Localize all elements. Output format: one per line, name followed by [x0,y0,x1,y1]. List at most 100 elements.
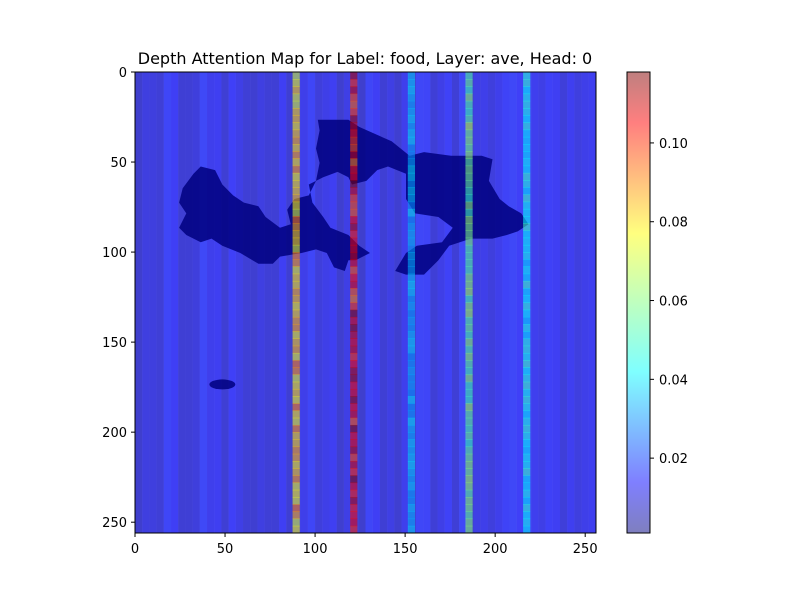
attention-cell [523,345,531,354]
attention-cell [350,100,358,109]
heatmap-cell [300,72,308,533]
attention-cell [350,338,358,347]
attention-cell [523,468,531,476]
attention-cell [292,144,300,152]
attention-cell [350,288,358,296]
attention-cell [407,208,416,217]
attention-cell [407,100,416,109]
attention-cell [350,352,358,361]
attention-cell [465,180,473,188]
heatmap-cell [394,72,402,533]
attention-cell [407,165,416,174]
attention-cell [350,360,358,368]
attention-cell [407,108,416,116]
attention-column [350,72,358,533]
attention-cell [292,525,300,533]
attention-cell [407,216,416,224]
attention-cell [523,309,531,318]
attention-cell [292,259,300,267]
attention-cell [465,331,473,340]
attention-cell [465,72,473,80]
attention-cell [407,381,416,390]
x-tick-label: 0 [131,542,139,557]
heatmap-cell [430,72,438,533]
attention-cell [350,216,358,224]
attention-cell [523,201,531,210]
attention-cell [407,273,416,282]
attention-cell [407,446,416,455]
attention-cell [465,403,473,412]
heatmap-cell [552,72,560,533]
attention-cell [407,432,416,440]
attention-cell [292,100,300,109]
attention-cell [465,460,473,469]
attention-cell [292,187,300,195]
heatmap-cell [588,72,596,533]
attention-cell [407,122,416,131]
attention-cell [465,374,473,383]
attention-cell [407,388,416,397]
heatmap-cell [271,72,280,533]
attention-cell [292,403,300,412]
attention-cell [292,280,300,289]
colorbar: 0.02 0.04 0.06 0.08 0.10 [626,71,688,534]
attention-cell [407,144,416,152]
attention-cell [292,388,300,397]
attention-cell [292,252,300,260]
attention-cell [350,324,358,332]
attention-cell [350,201,358,210]
attention-cell [350,129,358,138]
attention-cell [350,446,358,455]
heatmap-cell [502,72,510,533]
attention-cell [465,439,473,448]
attention-cell [407,410,416,419]
y-tick-label: 250 [102,516,127,531]
attention-cell [523,518,531,527]
attention-cell [350,525,358,533]
attention-cell [523,151,531,159]
attention-cell [292,374,300,383]
attention-cell [465,151,473,159]
attention-cell [350,309,358,318]
attention-cell [523,439,531,448]
attention-cell [465,144,473,152]
attention-cell [407,439,416,448]
attention-cell [350,252,358,260]
heatmap-cell [516,72,524,533]
attention-cell [407,223,416,231]
x-tick-label: 100 [303,542,328,557]
attention-cell [465,288,473,296]
heatmap-cell [307,72,316,533]
attention-cell [292,108,300,116]
attention-cell [523,230,531,239]
attention-cell [407,115,416,123]
attention-cell [523,129,531,138]
attention-cell [523,417,531,426]
attention-cell [465,511,473,520]
attention-cell [292,410,300,419]
heatmap-cell [372,72,380,533]
attention-cell [292,230,300,239]
heatmap-cell [487,72,496,533]
attention-cell [523,460,531,469]
attention-cell [350,374,358,383]
heatmap-cell [336,72,344,533]
attention-cell [350,93,358,102]
attention-cell [407,345,416,354]
attention-column [523,72,531,533]
attention-cell [465,252,473,260]
attention-cell [292,482,300,491]
colorbar-gradient [627,72,650,533]
attention-cell [350,194,358,203]
attention-cell [350,453,358,462]
attention-cell [523,280,531,289]
attention-cell [523,288,531,296]
attention-cell [292,439,300,448]
attention-cell [292,208,300,217]
attention-cell [350,504,358,512]
attention-cell [292,504,300,512]
x-tick-label: 50 [217,542,234,557]
colorbar-tick-label: 0.08 [659,216,688,231]
attention-cell [350,158,358,167]
